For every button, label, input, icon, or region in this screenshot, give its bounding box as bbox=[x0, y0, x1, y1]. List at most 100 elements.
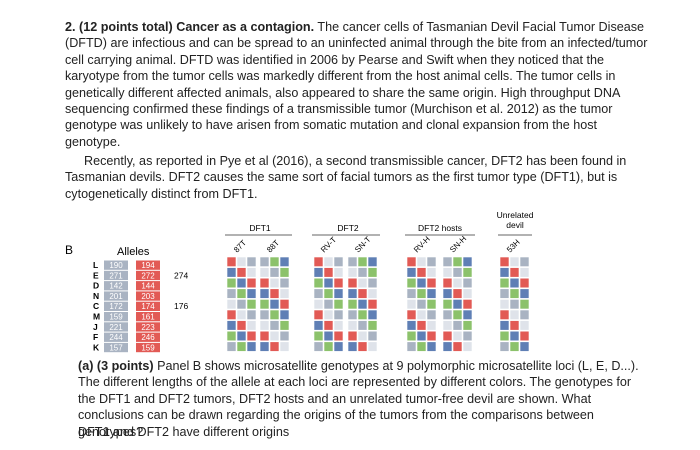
allele-box bbox=[136, 260, 160, 270]
genotype-cell bbox=[269, 288, 280, 299]
genotype-cell bbox=[519, 267, 530, 278]
genotype-cell bbox=[509, 330, 520, 342]
allele-box bbox=[136, 332, 160, 342]
allele-label: 144 bbox=[141, 282, 155, 291]
genotype-cell bbox=[406, 309, 417, 320]
genotype-cell bbox=[509, 288, 520, 299]
genotype-cell bbox=[236, 299, 247, 310]
sample-label: 88T bbox=[265, 238, 281, 254]
locus-label: M bbox=[93, 312, 100, 322]
genotype-cell bbox=[426, 256, 437, 267]
genotype-cell bbox=[259, 288, 270, 299]
genotype-cell bbox=[442, 341, 453, 352]
genotype-cell bbox=[279, 267, 290, 278]
genotype-cell bbox=[313, 267, 324, 278]
allele-label: 194 bbox=[141, 261, 155, 270]
allele-label: 246 bbox=[141, 333, 155, 342]
genotype-cell bbox=[452, 330, 463, 342]
alleles-header: Alleles bbox=[117, 246, 150, 258]
genotype-cell bbox=[313, 277, 324, 289]
genotype-cell bbox=[367, 309, 378, 320]
genotype-cell bbox=[509, 256, 520, 267]
allele-box bbox=[136, 342, 160, 353]
genotype-cell bbox=[406, 341, 417, 352]
allele-label: 176 bbox=[174, 301, 188, 311]
genotype-cell bbox=[259, 320, 270, 331]
genotype-cell bbox=[519, 277, 530, 289]
allele-label: 271 bbox=[109, 271, 123, 280]
genotype-cell bbox=[519, 288, 530, 299]
genotype-cell bbox=[226, 320, 237, 331]
allele-label: 161 bbox=[141, 313, 155, 322]
subquestion-label: (a) (3 points) bbox=[78, 359, 154, 373]
question-body: The cancer cells of Tasmanian Devil Faci… bbox=[65, 20, 648, 149]
genotype-cell bbox=[279, 341, 290, 352]
allele-box bbox=[136, 312, 160, 322]
sample-label: SN-T bbox=[353, 235, 373, 255]
genotype-cell bbox=[226, 330, 237, 342]
allele-label: 174 bbox=[141, 302, 155, 311]
allele-box bbox=[104, 291, 128, 301]
genotype-cell bbox=[259, 267, 270, 278]
genotype-cell bbox=[357, 277, 368, 289]
genotype-cell bbox=[509, 299, 520, 310]
genotype-cell bbox=[279, 299, 290, 310]
genotype-cell bbox=[226, 288, 237, 299]
genotype-cell bbox=[462, 288, 473, 299]
genotype-cell bbox=[226, 256, 237, 267]
genotype-cell bbox=[333, 299, 344, 310]
genotype-cell bbox=[367, 299, 378, 310]
genotype-cell bbox=[499, 320, 510, 331]
genotype-cell bbox=[347, 309, 358, 320]
allele-box bbox=[104, 281, 128, 291]
genotype-cell bbox=[226, 277, 237, 289]
allele-box bbox=[136, 291, 160, 301]
genotype-cell bbox=[347, 341, 358, 352]
allele-box bbox=[104, 332, 128, 342]
genotype-cell bbox=[357, 309, 368, 320]
genotype-cell bbox=[499, 277, 510, 289]
genotype-cell bbox=[269, 330, 280, 342]
genotype-cell bbox=[313, 288, 324, 299]
genotype-cell bbox=[519, 299, 530, 310]
genotype-cell bbox=[519, 256, 530, 267]
figure: B Alleles L 190 194 E 271 272 274 D 142 144 N 201 203 C… bbox=[65, 210, 534, 353]
genotype-cell bbox=[323, 320, 334, 331]
genotype-cell bbox=[259, 341, 270, 352]
genotype-cell bbox=[246, 277, 257, 289]
genotype-cell bbox=[462, 267, 473, 278]
genotype-cell bbox=[406, 320, 417, 331]
group-label: devil bbox=[506, 220, 524, 230]
genotype-cell bbox=[367, 267, 378, 278]
genotype-cell bbox=[279, 256, 290, 267]
genotype-cell bbox=[246, 299, 257, 310]
genotype-cell bbox=[367, 341, 378, 352]
genotype-cell bbox=[416, 288, 427, 299]
genotype-cell bbox=[323, 288, 334, 299]
genotype-cell bbox=[452, 299, 463, 310]
genotype-cell bbox=[426, 320, 437, 331]
sample-label: RV-T bbox=[319, 235, 338, 254]
genotype-cell bbox=[347, 288, 358, 299]
genotype-cell bbox=[236, 288, 247, 299]
genotype-cell bbox=[519, 309, 530, 320]
genotype-cell bbox=[499, 267, 510, 278]
genotype-cell bbox=[416, 256, 427, 267]
genotype-cell bbox=[236, 309, 247, 320]
locus-label: E bbox=[93, 270, 99, 280]
genotype-cell bbox=[442, 288, 453, 299]
genotype-cell bbox=[452, 309, 463, 320]
genotype-cell bbox=[259, 309, 270, 320]
genotype-cell bbox=[499, 256, 510, 267]
genotype-cell bbox=[509, 277, 520, 289]
genotype-cell bbox=[357, 330, 368, 342]
locus-label: K bbox=[93, 342, 100, 352]
allele-box bbox=[104, 270, 128, 281]
genotype-cell bbox=[426, 309, 437, 320]
genotype-cell bbox=[442, 330, 453, 342]
locus-label: N bbox=[93, 291, 99, 301]
allele-label: 201 bbox=[109, 292, 123, 301]
genotype-cell bbox=[519, 330, 530, 342]
genotype-cell bbox=[246, 309, 257, 320]
genotype-cell bbox=[426, 277, 437, 289]
